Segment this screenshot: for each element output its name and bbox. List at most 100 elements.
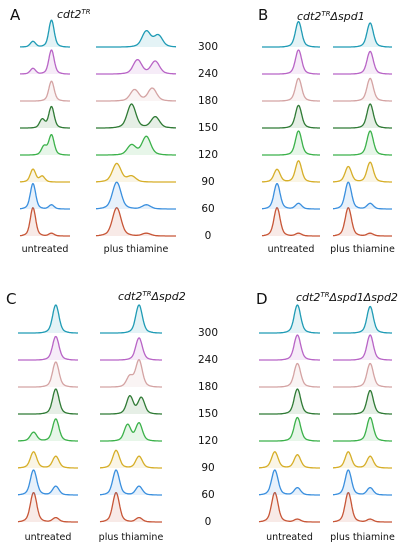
timepoint-label: 60: [201, 203, 214, 215]
histogram-fill-untreated-t60: [262, 183, 320, 209]
histogram-fill-untreated-t150: [20, 106, 70, 128]
histogram-fill-plus-thiamine-t0: [333, 207, 392, 236]
histogram-untreated-t120: [259, 416, 320, 442]
histogram-plus-thiamine-t120: [333, 416, 392, 442]
histogram-fill-plus-thiamine-t240: [96, 59, 176, 74]
strain-base: cdt2: [57, 8, 81, 21]
histogram-fill-untreated-t180: [18, 362, 78, 387]
histogram-plus-thiamine-t180: [100, 359, 162, 388]
histogram-untreated-t300: [261, 20, 321, 48]
histogram-untreated-t150: [18, 388, 78, 415]
histogram-plus-thiamine-t90: [100, 449, 162, 469]
histogram-untreated-t120: [19, 133, 71, 156]
histogram-fill-plus-thiamine-t60: [333, 182, 392, 209]
strain-label: cdt2TRΔspd1: [297, 10, 365, 23]
histogram-untreated-t240: [19, 49, 71, 75]
histogram-plus-thiamine-t240: [96, 58, 177, 75]
histogram-fill-plus-thiamine-t240: [333, 51, 392, 74]
histogram-plus-thiamine-t150: [100, 395, 162, 415]
histogram-plus-thiamine-t240: [333, 334, 392, 361]
histogram-fill-plus-thiamine-t240: [333, 335, 392, 360]
histogram-fill-untreated-t90: [262, 160, 320, 182]
histogram-plus-thiamine-t300: [96, 29, 177, 48]
histogram-plus-thiamine-t90: [333, 161, 392, 183]
timepoint-label: 300: [198, 327, 218, 339]
histogram-plus-thiamine-t180: [333, 77, 392, 102]
histogram-plus-thiamine-t180: [333, 362, 392, 388]
histogram-fill-plus-thiamine-t0: [333, 492, 392, 522]
panel-letter: B: [258, 6, 268, 24]
histogram-fill-untreated-t300: [20, 20, 70, 47]
histogram-plus-thiamine-t300: [333, 305, 392, 334]
histogram-fill-plus-thiamine-t150: [333, 390, 392, 414]
histogram-plus-thiamine-t0: [95, 207, 176, 237]
histogram-fill-untreated-t60: [259, 470, 320, 495]
histogram-fill-plus-thiamine-t120: [100, 422, 162, 441]
histogram-fill-plus-thiamine-t90: [333, 451, 392, 468]
timepoint-axis-top: 300 240 180 150 120 90 60 0: [198, 41, 218, 242]
histogram-fill-untreated-t300: [262, 21, 320, 47]
histogram-plus-thiamine-t150: [333, 389, 392, 415]
histogram-untreated-t120: [261, 130, 321, 156]
histogram-fill-untreated-t60: [20, 183, 70, 209]
strain-label: cdt2TRΔspd2: [118, 290, 186, 303]
histogram-untreated-t0: [258, 491, 320, 523]
column-label-plus-thiamine: plus thiamine: [99, 532, 164, 543]
histogram-untreated-t60: [18, 469, 78, 496]
strain-label: cdt2TR: [57, 8, 91, 21]
histogram-fill-plus-thiamine-t240: [100, 337, 162, 360]
histogram-untreated-t120: [18, 418, 78, 442]
histogram-plus-thiamine-t240: [100, 337, 162, 361]
histogram-plus-thiamine-t120: [100, 422, 162, 442]
histogram-fill-untreated-t90: [18, 451, 78, 468]
histogram-fill-plus-thiamine-t120: [96, 136, 176, 155]
histogram-untreated-t60: [19, 182, 71, 210]
histogram-fill-plus-thiamine-t150: [96, 103, 176, 128]
timepoint-label: 180: [198, 381, 218, 393]
histogram-fill-untreated-t180: [259, 363, 320, 387]
timepoint-label: 90: [201, 462, 214, 474]
histogram-plus-thiamine-t240: [333, 50, 392, 75]
timepoint-label: 60: [201, 489, 214, 501]
histogram-plus-thiamine-t60: [333, 181, 392, 210]
timepoint-label: 240: [198, 354, 218, 366]
histogram-plus-thiamine-t90: [96, 162, 176, 183]
histogram-untreated-t300: [19, 19, 71, 48]
histogram-fill-untreated-t240: [20, 50, 70, 74]
histogram-plus-thiamine-t150: [333, 103, 392, 129]
column-label-plus-thiamine: plus thiamine: [104, 244, 169, 255]
timepoint-label: 0: [205, 516, 212, 528]
histogram-plus-thiamine-t0: [332, 207, 392, 237]
histogram-untreated-t150: [259, 388, 320, 415]
histogram-fill-plus-thiamine-t180: [333, 78, 392, 101]
histogram-untreated-t300: [259, 304, 320, 334]
histogram-plus-thiamine-t90: [333, 451, 392, 469]
histogram-fill-untreated-t300: [18, 305, 78, 333]
strain-sup: TR: [142, 290, 151, 298]
timepoint-label: 0: [205, 230, 212, 242]
histogram-untreated-t240: [18, 335, 78, 361]
histogram-fill-plus-thiamine-t0: [96, 207, 176, 236]
histogram-fill-untreated-t120: [262, 131, 320, 155]
histogram-untreated-t90: [261, 160, 321, 183]
histogram-untreated-t180: [19, 80, 71, 102]
strain-base: cdt2: [118, 290, 142, 303]
histogram-plus-thiamine-t0: [99, 491, 162, 523]
histogram-fill-plus-thiamine-t60: [333, 470, 392, 495]
histogram-fill-untreated-t120: [259, 417, 320, 441]
histogram-untreated-t90: [259, 451, 320, 469]
histogram-untreated-t180: [261, 77, 321, 102]
strain-sup: TR: [320, 291, 329, 299]
histogram-fill-untreated-t60: [18, 470, 78, 495]
histogram-plus-thiamine-t60: [100, 469, 162, 496]
histogram-fill-plus-thiamine-t120: [333, 417, 392, 441]
histogram-untreated-t300: [18, 304, 78, 334]
strain-base: cdt2: [296, 291, 320, 304]
histogram-untreated-t240: [261, 49, 321, 75]
timepoint-label: 150: [198, 408, 218, 420]
histogram-untreated-t240: [259, 334, 320, 361]
histogram-fill-untreated-t150: [18, 389, 78, 414]
column-label-plus-thiamine: plus thiamine: [330, 532, 395, 543]
